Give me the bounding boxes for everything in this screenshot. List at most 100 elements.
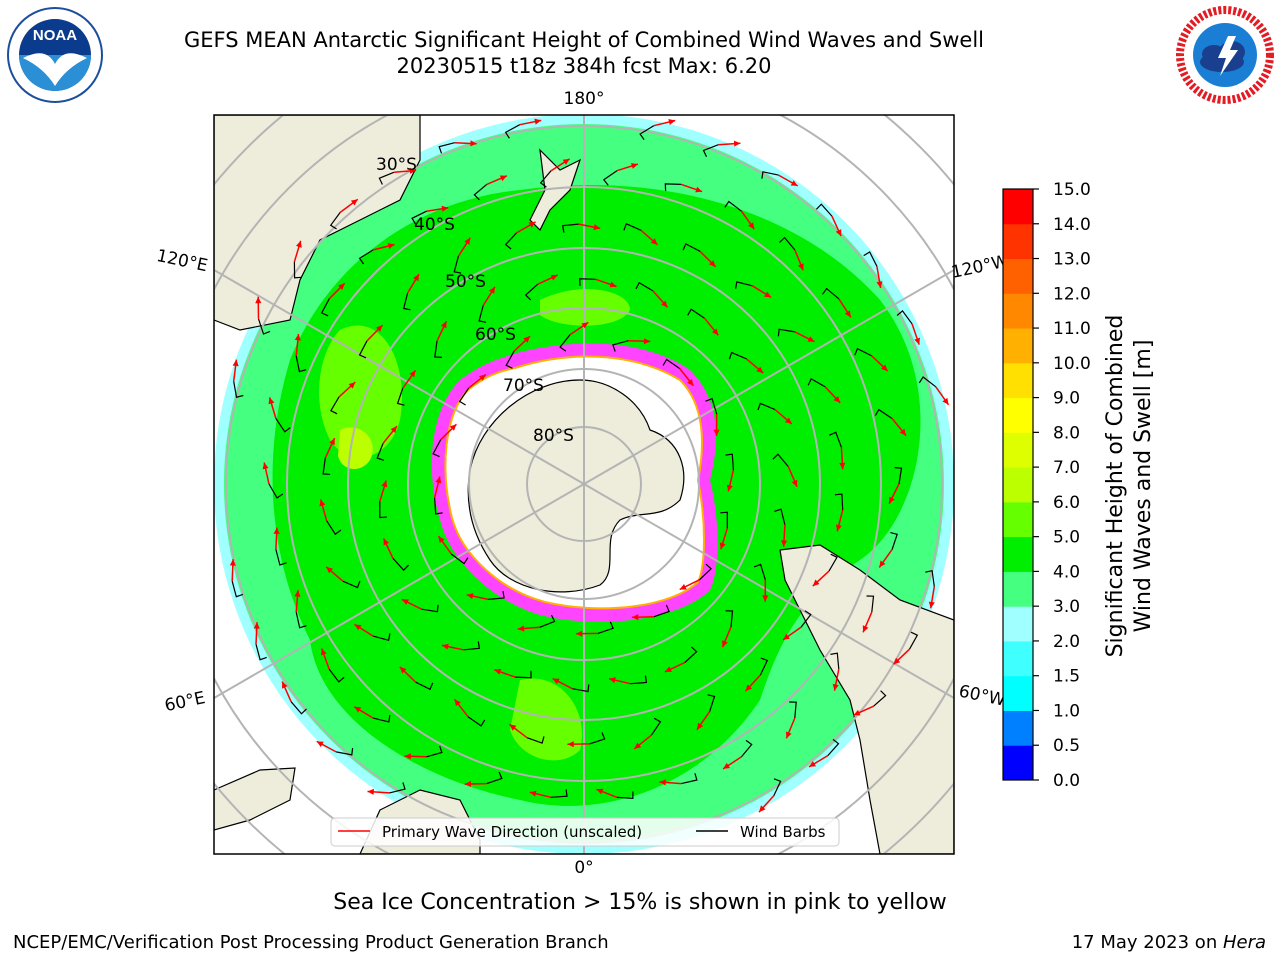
wave-direction-arrowhead (661, 300, 668, 308)
antarctica-land (467, 379, 685, 593)
wave-direction-arrowhead (438, 536, 445, 543)
wave-direction-arrowhead (413, 274, 419, 282)
meridian-60e-120w (214, 269, 954, 699)
colorbar-swatch (1003, 362, 1033, 399)
wind-barb (504, 232, 517, 250)
wave-direction-arrowhead (668, 119, 676, 125)
wave-direction-arrowhead (350, 199, 358, 206)
wind-barb (473, 183, 488, 201)
footer-date-text: 17 May 2023 on (1071, 932, 1223, 953)
wind-barb (589, 732, 606, 745)
wind-barb (322, 457, 331, 475)
wave-direction-arrowhead (509, 724, 517, 731)
longitude-labels: 180° 0° 120°E 120°W 60°E 60°W (155, 89, 1011, 878)
wind-barb (759, 657, 769, 676)
wind-barb (681, 773, 698, 785)
wind-barb (551, 789, 568, 798)
wind-barb (233, 381, 244, 398)
wave-direction-arrowhead (529, 790, 537, 797)
wave-direction-arrowhead (409, 370, 416, 378)
wave-direction-arrowhead (367, 788, 374, 795)
wave-direction-arrowhead (748, 222, 755, 230)
wave-direction-arrowhead (807, 336, 815, 342)
wave-direction-vectors (229, 118, 950, 813)
wave-direction-arrowhead (726, 484, 733, 492)
wave-direction-arrowhead (528, 221, 536, 228)
wind-barb (411, 210, 427, 225)
wave-direction-arrowhead (338, 283, 345, 290)
wave-direction-arrowhead (659, 779, 666, 786)
wind-barb (753, 563, 766, 580)
wave-direction-arrowhead (862, 625, 869, 633)
wind-barb (478, 305, 487, 323)
wave-direction-arrowhead (255, 296, 262, 304)
wave-direction-arrowhead (631, 163, 638, 169)
wave-direction-arrowhead (354, 624, 362, 631)
colorbar-swatches (1003, 189, 1033, 781)
wave-direction-arrowhead (876, 281, 883, 288)
wind-barb (702, 144, 719, 158)
wind-barb (918, 376, 937, 388)
wave-direction-arrowhead (719, 542, 726, 550)
wave-direction-arrowhead (812, 579, 820, 587)
wave-direction-arrowhead (914, 337, 920, 345)
wind-barb (873, 690, 887, 707)
wind-barb (579, 278, 596, 286)
wave-direction-arrowhead (697, 722, 704, 730)
wave-direction-arrowhead (764, 291, 772, 298)
wave-direction-arrowhead (650, 238, 658, 245)
colorbar-swatch (1003, 710, 1033, 746)
wave-direction-arrowhead (296, 240, 302, 248)
wave-direction-arrowhead (268, 397, 275, 405)
wind-barb (896, 310, 913, 325)
wind-barb (526, 736, 545, 744)
colorbar-swatch (1003, 223, 1033, 260)
wind-barb (612, 340, 629, 352)
wind-barb (597, 621, 614, 634)
wind-barb (539, 170, 552, 188)
lat-label-80s: 80°S (533, 426, 574, 446)
wave-direction-arrowhead (383, 538, 390, 546)
wave-direction-arrowhead (713, 429, 720, 436)
wind-barb (396, 388, 405, 406)
wind-barb (453, 256, 462, 274)
colorbar-tick-label: 10.0 (1053, 354, 1091, 374)
wind-barb (329, 212, 341, 230)
wind-barb (684, 646, 698, 663)
wave-direction-arrowhead (523, 336, 530, 343)
wind-barb (231, 581, 244, 598)
wind-barb (458, 387, 470, 406)
wind-barb (342, 580, 361, 589)
wind-barb (774, 508, 786, 525)
svg-text:NOAA: NOAA (33, 27, 77, 44)
wind-barb (326, 520, 342, 536)
wind-barb (426, 745, 443, 758)
wind-barb (724, 200, 742, 212)
wave-direction-arrowhead (853, 709, 861, 716)
lon-label-120e: 120°E (155, 246, 210, 276)
wind-barb (438, 142, 455, 154)
wind-barb (505, 351, 515, 369)
wind-barb (772, 453, 789, 467)
wave-direction-arrowhead (893, 657, 901, 665)
wave-direction-arrowhead (722, 640, 728, 648)
wave-direction-arrowhead (835, 229, 842, 237)
lat-label-60s: 60°S (475, 325, 516, 345)
colorbar-tick-label: 1.5 (1053, 667, 1080, 687)
wave-direction-arrowhead (550, 275, 558, 281)
wind-barb (662, 358, 681, 370)
wind-barb (379, 501, 387, 519)
colorbar-swatch (1003, 258, 1033, 294)
wave-direction-arrowhead (745, 684, 752, 692)
wave-direction-arrowhead (783, 633, 790, 640)
australia-land (214, 115, 421, 331)
wind-barb (524, 283, 539, 301)
wind-barb (735, 281, 753, 289)
lat-label-30s: 30°S (376, 155, 417, 175)
wave-direction-arrowhead (499, 175, 507, 182)
wave-direction-arrowhead (596, 788, 604, 795)
wind-barb (378, 171, 395, 185)
wind-barb (330, 396, 340, 415)
wave-direction-arrowhead (232, 359, 239, 367)
wind-barb (373, 714, 391, 723)
